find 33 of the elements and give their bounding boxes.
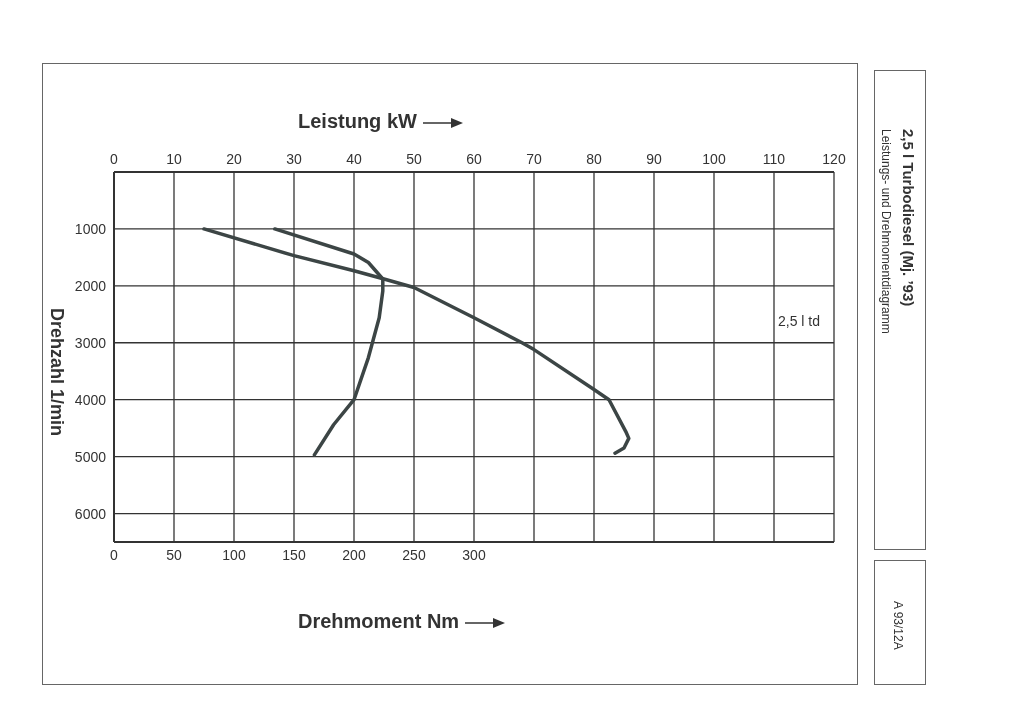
x2-tick-label: 30 [286,151,302,167]
x2-tick-label: 0 [110,151,119,167]
x-tick-label: 200 [342,546,366,563]
x2-tick-label: 10 [166,151,182,167]
x2-tick-label: 90 [646,151,662,167]
x2-tick-label: 110 [762,151,786,167]
text: Leistungs- und Drehmomentdiagramm [879,129,893,334]
x-tick-label: 50 [166,546,182,563]
y-tick-label: 4000 [74,391,107,408]
text: A 93/12A [891,601,905,650]
x2-tick-label: 100 [702,151,726,167]
annotation: 2,5 l td [778,313,821,329]
x-tick-label: 100 [222,546,246,563]
text: 2,5 l Turbodiesel (Mj. ’93) [900,129,917,307]
y-axis-title: Drehzahl 1/min [46,308,67,437]
x-tick-label: 0 [110,546,119,563]
x2-axis-title: Leistung kW [298,110,418,133]
x2-tick-label: 80 [586,151,602,167]
x2-tick-label: 20 [226,151,242,167]
y-tick-label: 6000 [74,505,107,522]
y-tick-label: 5000 [74,448,107,465]
y-tick-label: 1000 [74,220,107,237]
x-tick-label: 300 [462,546,486,563]
x2-tick-label: 50 [406,151,422,167]
x-tick-label: 150 [282,546,306,563]
x2-tick-label: 40 [346,151,362,167]
y-tick-label: 2000 [74,277,107,294]
x2-tick-label: 120 [822,151,846,167]
y-tick-label: 3000 [74,334,107,351]
x2-tick-label: 70 [526,151,542,167]
x2-tick-label: 60 [466,151,482,167]
x-tick-label: 250 [402,546,426,563]
x-axis-title: Drehmoment Nm [298,610,461,633]
